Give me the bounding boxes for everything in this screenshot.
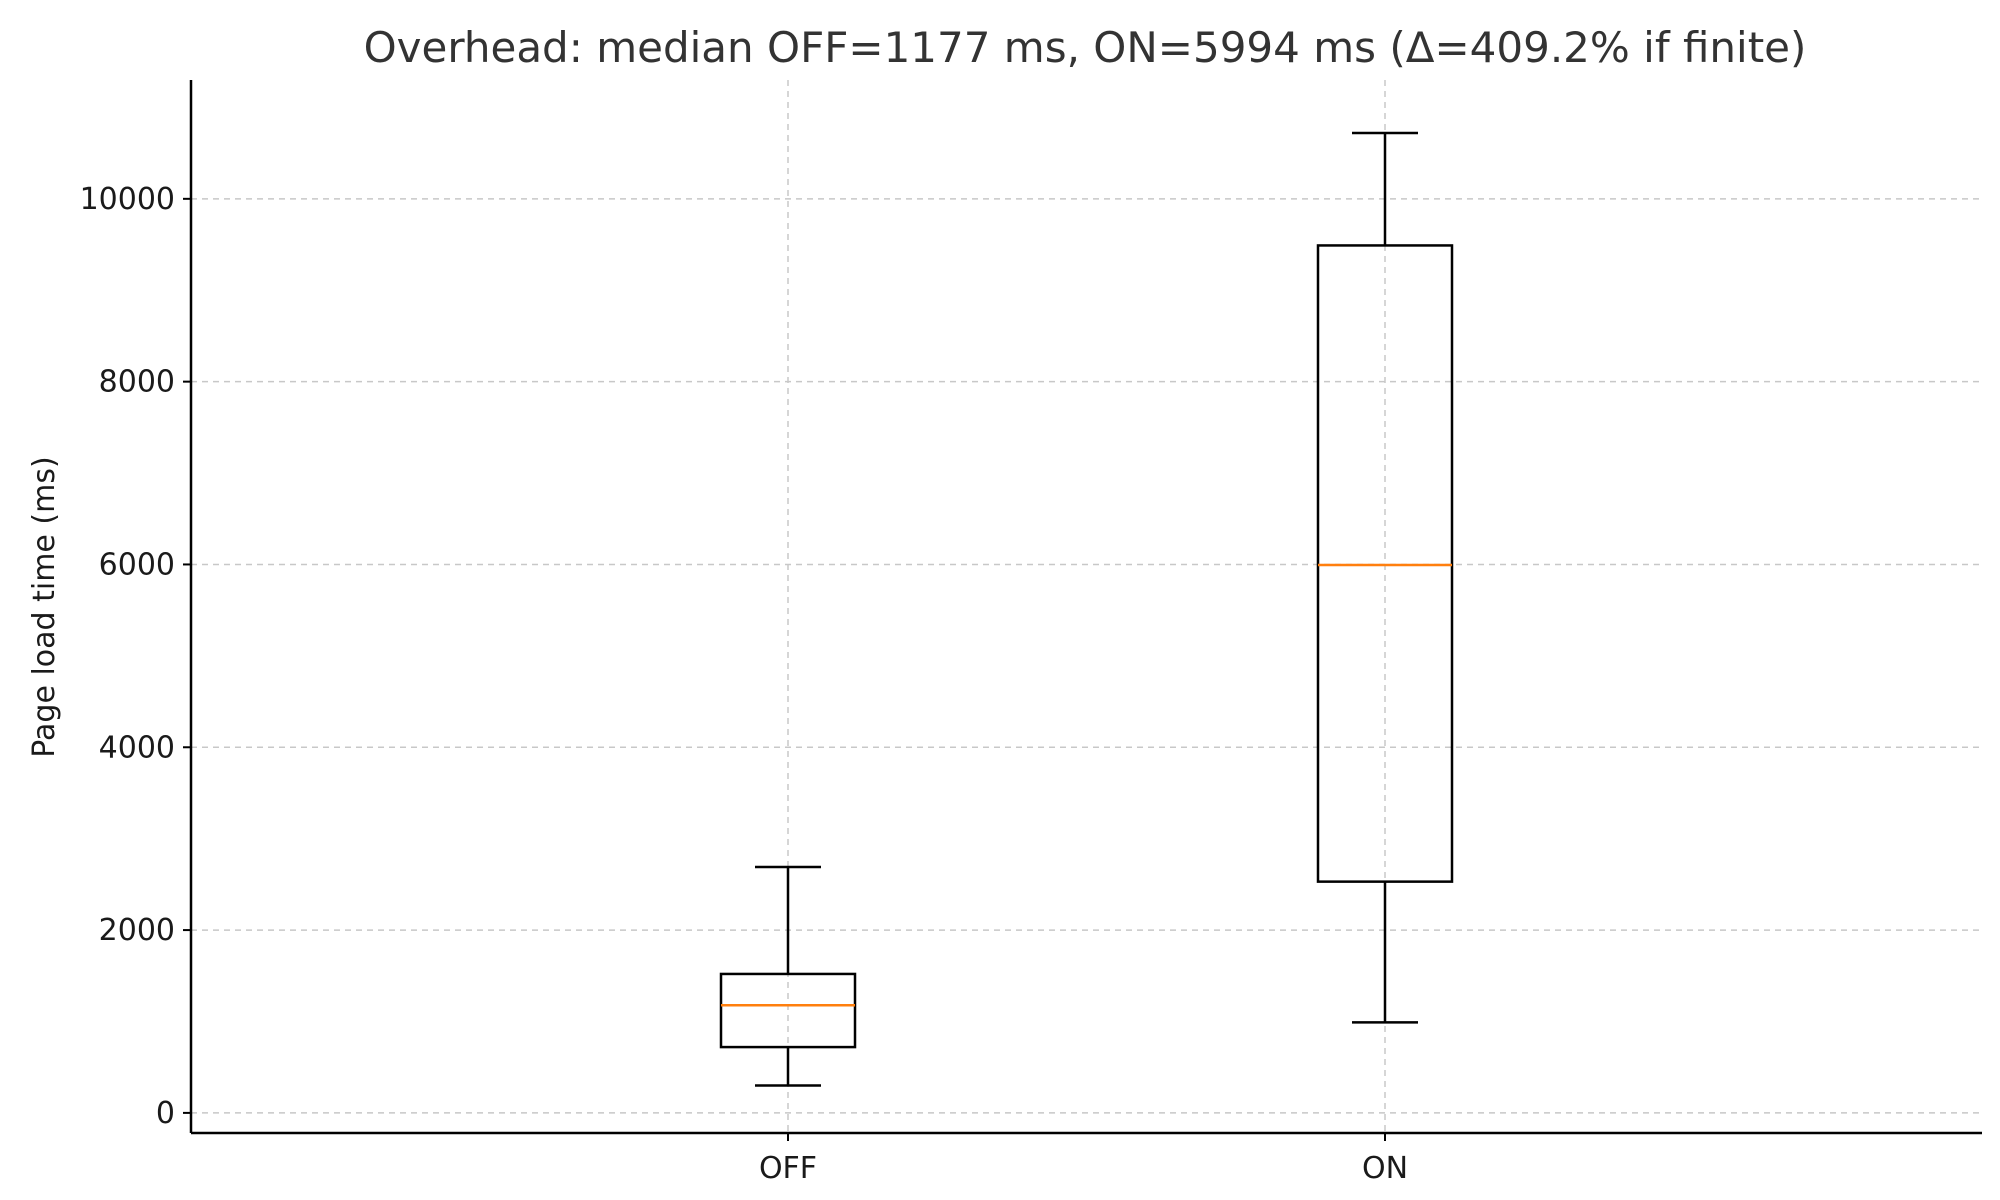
y-axis-ticks: 0 2000 4000 6000 8000 10000: [80, 182, 191, 1131]
interquartile-box: [1316, 244, 1454, 883]
grid-layer: [191, 80, 1982, 1133]
y-tick-label: 8000: [99, 365, 175, 400]
box-off: [719, 865, 857, 1087]
box-layer: [719, 131, 1454, 1087]
y-tick-label: 0: [156, 1096, 175, 1131]
y-tick-label: 10000: [80, 182, 175, 217]
interquartile-box: [719, 972, 857, 1049]
chart-title: Overhead: median OFF=1177 ms, ON=5994 ms…: [364, 23, 1807, 72]
y-axis-label: Page load time (ms): [27, 456, 62, 757]
y-tick-label: 6000: [99, 547, 175, 582]
box-on: [1316, 131, 1454, 1024]
y-tick-label: 4000: [99, 730, 175, 765]
x-tick-label-off: OFF: [759, 1151, 817, 1186]
x-axis-ticks: OFF ON: [759, 1133, 1408, 1186]
y-tick-label: 2000: [99, 913, 175, 948]
x-tick-label-on: ON: [1362, 1151, 1408, 1186]
